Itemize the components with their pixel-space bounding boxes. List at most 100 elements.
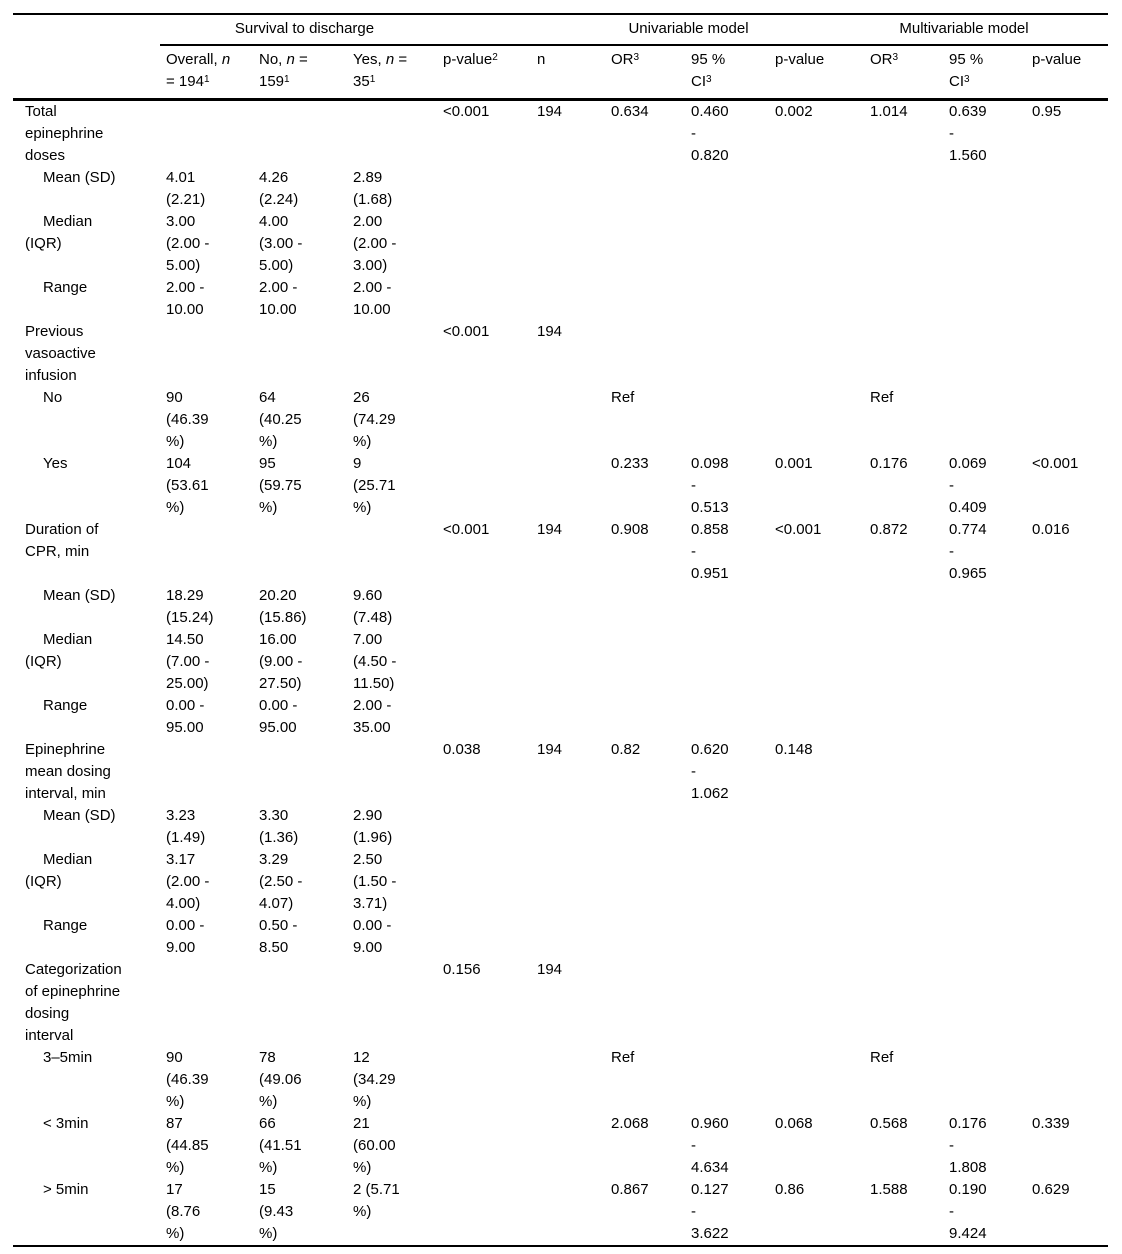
cell (160, 739, 253, 805)
cell: 0.858 - 0.951 (691, 520, 729, 582)
cell (864, 959, 943, 1047)
cell: 4.00 (3.00 - 5.00) (259, 212, 303, 274)
table-row: Median (IQR) 14.50 (7.00 - 25.00) 16.00 (9… (13, 629, 1108, 695)
cell: 1.588 (864, 1178, 943, 1247)
column-header-uni-p: p-value (769, 45, 864, 101)
row-label: Range (43, 696, 88, 714)
cell (347, 519, 437, 585)
column-header-row: Overall, n = 1941 No, n = 1591 Yes, n = 351 p-… (13, 45, 1109, 101)
table-row: Mean (SD) 18.29 (15.24) 20.20 (15.86) 9.60 … (13, 585, 1108, 629)
cell: 0.148 (775, 740, 813, 758)
cell (531, 915, 605, 959)
cell (605, 629, 685, 695)
cell (943, 1047, 1026, 1113)
cell: 2.068 (611, 1114, 649, 1132)
cell (943, 387, 1026, 453)
cell (769, 585, 864, 629)
cell (253, 99, 347, 167)
cell: 0.00 - 9.00 (353, 916, 392, 956)
cell: 0.960 - 4.634 (691, 1114, 729, 1176)
cell (531, 1047, 605, 1113)
cell (253, 519, 347, 585)
cell: 0.639 - 1.560 (949, 102, 987, 164)
cell: 4.01 (2.21) (166, 168, 206, 208)
row-label: Median (IQR) (25, 212, 93, 252)
cell (685, 321, 769, 387)
cell (437, 453, 531, 519)
cell (943, 321, 1026, 387)
cell: 0.00 - 95.00 (166, 696, 205, 736)
cell (685, 1047, 769, 1113)
cell: 0.95 (1032, 102, 1062, 120)
table-row: Total epinephrine doses <0.001 194 0.634 0.4… (13, 99, 1108, 167)
cell (943, 167, 1026, 211)
cell (864, 211, 943, 277)
cell: 2.89 (1.68) (353, 168, 393, 208)
cell (605, 695, 685, 739)
cell: Ref (870, 388, 894, 406)
cell (1026, 695, 1108, 739)
cell: 0.069 - 0.409 (949, 454, 987, 516)
table-row: Median (IQR) 3.00 (2.00 - 5.00) 4.00 (3.00… (13, 211, 1108, 277)
cell: 0.00 - 9.00 (166, 916, 205, 956)
group-header-row: Survival to discharge Univariable model Mu… (13, 13, 1109, 46)
cell (437, 805, 531, 849)
cell: 0.339 (1032, 1114, 1070, 1132)
cell: 0.001 (775, 454, 813, 472)
cell (943, 585, 1026, 629)
cell: <0.001 (1032, 454, 1079, 472)
cell (605, 321, 685, 387)
cell (685, 695, 769, 739)
cell: 78 (49.06 %) (259, 1048, 302, 1110)
row-label: Range (43, 916, 88, 934)
cell (347, 99, 437, 167)
cell (1026, 629, 1108, 695)
cell (531, 849, 605, 915)
cell (605, 167, 685, 211)
cell: 2.00 - 35.00 (353, 696, 392, 736)
cell (437, 849, 531, 915)
cell: Ref (870, 1048, 894, 1066)
cell (437, 1047, 531, 1113)
cell: 18.29 (15.24) (166, 586, 214, 626)
cell (1026, 277, 1108, 321)
cell (1026, 321, 1108, 387)
cell: 90 (46.39 %) (166, 1048, 209, 1110)
cell (253, 739, 347, 805)
table-row: Median (IQR) 3.17 (2.00 - 4.00) 3.29 (2.50… (13, 849, 1108, 915)
cell: 15 (9.43 %) (253, 1178, 347, 1247)
cell: 26 (74.29 %) (353, 388, 396, 450)
cell: 0.50 - 8.50 (259, 916, 298, 956)
cell (531, 805, 605, 849)
cell: 0.00 - 95.00 (259, 696, 298, 736)
cell: 0.872 (870, 520, 908, 538)
cell (437, 1113, 531, 1179)
cell (1026, 915, 1108, 959)
column-header-uni-ci: 95 % CI3 (685, 45, 769, 101)
cell (531, 387, 605, 453)
cell: 0.176 (870, 454, 908, 472)
cell: Ref (611, 388, 635, 406)
cell (769, 629, 864, 695)
cell (1026, 849, 1108, 915)
cell: 0.460 - 0.820 (691, 102, 729, 164)
cell (864, 849, 943, 915)
cell: 0.634 (611, 102, 649, 120)
cell (253, 321, 347, 387)
cell: <0.001 (443, 520, 490, 538)
cell (437, 629, 531, 695)
cell (605, 915, 685, 959)
cell (605, 849, 685, 915)
cell: <0.001 (443, 322, 490, 340)
column-header-yes: Yes, n = 351 (347, 45, 437, 101)
row-label: Epinephrine mean dosing interval, min (25, 740, 111, 802)
cell (685, 805, 769, 849)
cell (347, 739, 437, 805)
table-row: Mean (SD) 3.23 (1.49) 3.30 (1.36) 2.90 (1.9… (13, 805, 1108, 849)
cell: 0.098 - 0.513 (691, 454, 729, 516)
cell: 2.50 (1.50 - 3.71) (353, 850, 397, 912)
table-row: Range 0.00 - 9.00 0.50 - 8.50 0.00 - 9.00 (13, 915, 1108, 959)
cell (605, 805, 685, 849)
cell (437, 1178, 531, 1247)
